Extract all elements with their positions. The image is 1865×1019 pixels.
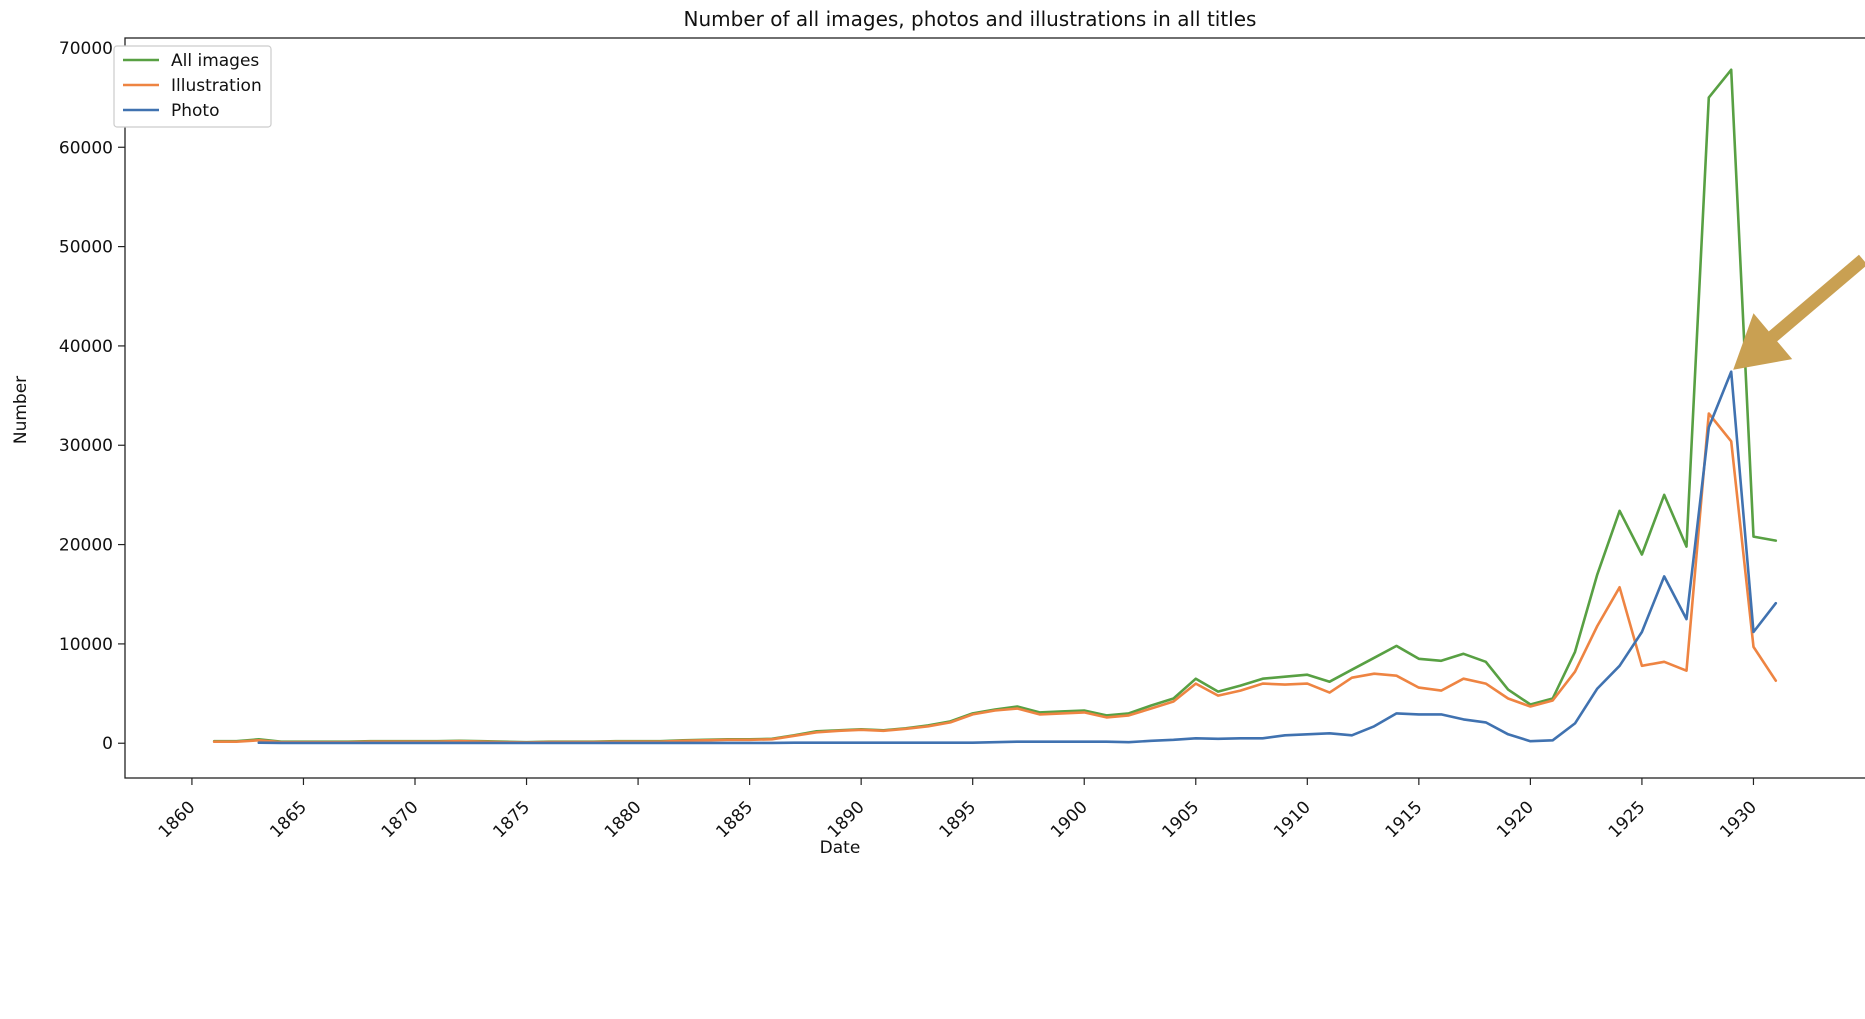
chart-title: Number of all images, photos and illustr… xyxy=(684,7,1257,31)
legend: All images Illustration Photo xyxy=(113,45,272,128)
series-layer xyxy=(212,68,1778,745)
x-axis-label: Date xyxy=(820,838,861,858)
legend-label: All images xyxy=(171,51,259,71)
x-tick-label: 1915 xyxy=(1382,797,1427,842)
y-axis-label: Number xyxy=(11,376,31,444)
x-tick-label: 1925 xyxy=(1605,797,1650,842)
x-tick-label: 1870 xyxy=(378,797,423,842)
series-line-photo xyxy=(257,370,1778,745)
x-axis: 1860 1865 1870 1875 1880 1885 1890 1895 1900 1905… xyxy=(155,778,1761,842)
series-line-illustration xyxy=(212,412,1778,744)
y-tick-label: 20000 xyxy=(59,536,113,556)
x-tick-label: 1865 xyxy=(266,797,311,842)
plot-area xyxy=(124,37,1865,779)
legend-box xyxy=(113,45,272,128)
x-tick-label: 1885 xyxy=(712,797,757,842)
x-tick-label: 1890 xyxy=(824,797,869,842)
y-tick-label: 10000 xyxy=(59,635,113,655)
annotation-layer xyxy=(1733,254,1865,370)
plot-frame xyxy=(124,37,1865,779)
x-tick-label: 1920 xyxy=(1493,797,1538,842)
x-tick-label: 1895 xyxy=(935,797,980,842)
x-tick-label: 1910 xyxy=(1270,797,1315,842)
y-tick-label: 40000 xyxy=(59,337,113,357)
x-tick-label: 1880 xyxy=(601,797,646,842)
y-tick-label: 50000 xyxy=(59,238,113,258)
y-tick-label: 30000 xyxy=(59,436,113,456)
y-tick-label: 0 xyxy=(102,734,113,754)
x-tick-label: 1930 xyxy=(1716,797,1761,842)
y-tick-label: 70000 xyxy=(59,39,113,59)
x-tick-label: 1860 xyxy=(155,797,200,842)
legend-label: Photo xyxy=(171,101,220,121)
x-tick-label: 1905 xyxy=(1159,797,1204,842)
legend-label: Illustration xyxy=(171,76,262,96)
annotation-arrow-head xyxy=(1733,313,1793,370)
x-tick-label: 1900 xyxy=(1047,797,1092,842)
y-tick-label: 60000 xyxy=(59,138,113,158)
y-axis: 0 10000 20000 30000 40000 50000 60000 70000 xyxy=(59,39,125,754)
annotation-arrow-shaft xyxy=(1758,254,1865,350)
x-tick-label: 1875 xyxy=(489,797,534,842)
